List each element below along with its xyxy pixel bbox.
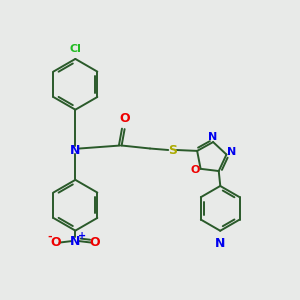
Text: +: + [78,231,86,241]
Text: O: O [119,112,130,125]
Text: -: - [47,232,52,242]
Text: O: O [51,236,61,249]
Text: N: N [215,237,225,250]
Text: N: N [227,147,236,157]
Text: Cl: Cl [69,44,81,53]
Text: N: N [70,235,80,248]
Text: N: N [208,132,217,142]
Text: O: O [89,236,100,249]
Text: S: S [168,143,177,157]
Text: O: O [190,165,200,175]
Text: N: N [70,143,80,157]
